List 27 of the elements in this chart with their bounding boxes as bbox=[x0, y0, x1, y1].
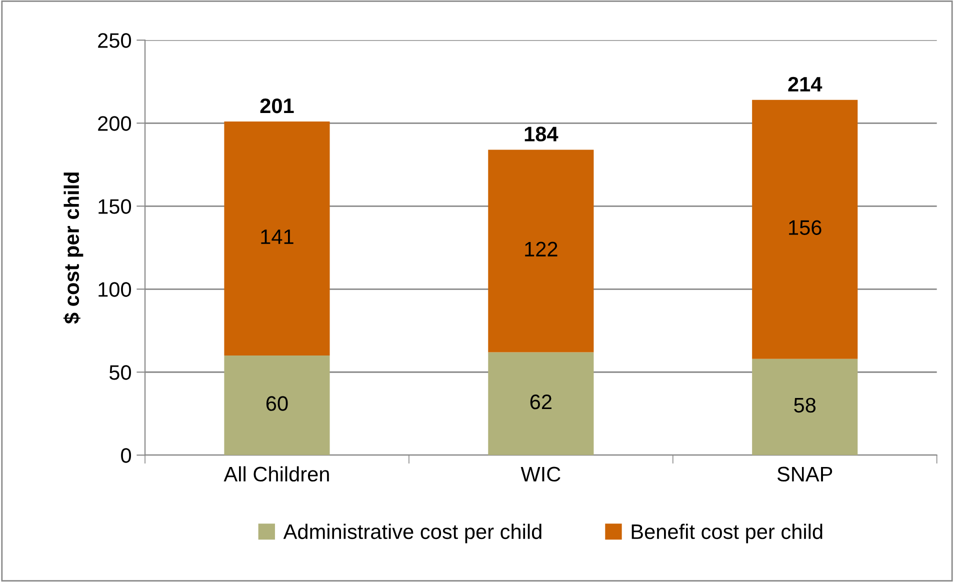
total-label: 214 bbox=[788, 76, 822, 92]
legend-label: Administrative cost per child bbox=[283, 524, 542, 544]
y-tick-label: 100 bbox=[98, 282, 131, 297]
data-label: 122 bbox=[525, 242, 558, 256]
x-tick-label: WIC bbox=[520, 466, 560, 482]
bar bbox=[488, 150, 594, 352]
total-label: 184 bbox=[524, 126, 558, 142]
y-tick-label: 250 bbox=[98, 33, 131, 48]
bar bbox=[224, 356, 330, 456]
data-label: 62 bbox=[530, 394, 552, 410]
y-tick-label: 150 bbox=[98, 199, 131, 214]
data-label: 141 bbox=[261, 230, 294, 244]
x-tick-label: SNAP bbox=[777, 466, 832, 482]
bar bbox=[224, 121, 330, 356]
data-label: 156 bbox=[789, 220, 822, 235]
y-tick-label: 200 bbox=[98, 116, 131, 131]
data-label: 58 bbox=[794, 398, 816, 413]
y-tick-label: 50 bbox=[109, 365, 131, 380]
legend-label: Benefit cost per child bbox=[632, 524, 822, 544]
bar bbox=[488, 352, 594, 456]
y-tick-label: 0 bbox=[121, 448, 131, 463]
y-axis-title: $ cost per child bbox=[63, 172, 84, 324]
bar bbox=[752, 358, 858, 456]
data-label: 60 bbox=[266, 396, 288, 411]
total-label: 201 bbox=[260, 98, 294, 114]
x-tick-label: All Children bbox=[224, 466, 329, 482]
bar bbox=[752, 100, 858, 359]
